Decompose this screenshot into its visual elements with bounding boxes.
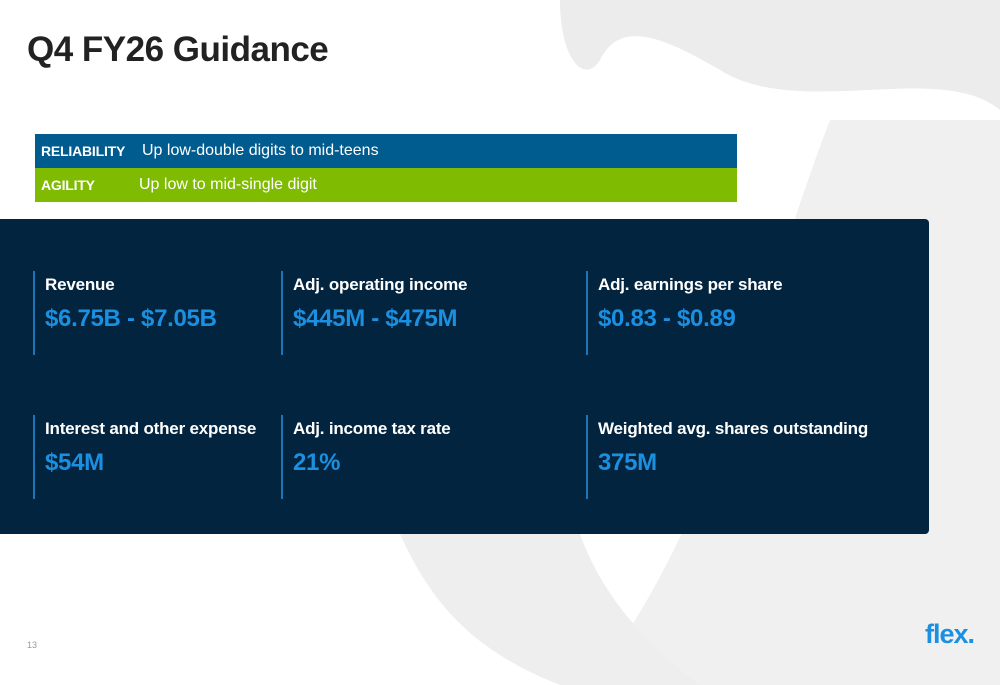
metric-label: Adj. earnings per share: [598, 275, 783, 294]
guidance-metrics-panel: Revenue $6.75B - $7.05B Adj. operating i…: [0, 219, 929, 534]
metric-value: $6.75B - $7.05B: [45, 305, 217, 332]
metric-value: 375M: [598, 449, 657, 476]
metric-label: Adj. operating income: [293, 275, 468, 294]
flex-logo: flex.: [925, 619, 975, 649]
metric-value: 21%: [293, 449, 341, 476]
page-number: 13: [27, 640, 38, 650]
segment-label: AGILITY: [41, 177, 95, 193]
metric-adj-operating-income: Adj. operating income $445M - $475M: [281, 271, 468, 355]
metric-adj-eps: Adj. earnings per share $0.83 - $0.89: [586, 271, 783, 355]
metric-value: $54M: [45, 449, 104, 476]
metric-revenue: Revenue $6.75B - $7.05B: [33, 271, 217, 355]
segment-guidance: Up low-double digits to mid-teens: [142, 142, 379, 159]
metric-label: Revenue: [45, 275, 115, 294]
segment-guidance: Up low to mid-single digit: [139, 176, 317, 193]
metric-value: $0.83 - $0.89: [598, 305, 736, 332]
slide-title: Q4 FY26 Guidance: [27, 30, 329, 69]
metric-adj-tax-rate: Adj. income tax rate 21%: [281, 415, 451, 499]
metric-interest-expense: Interest and other expense $54M: [33, 415, 256, 499]
metric-label: Interest and other expense: [45, 419, 257, 438]
segment-label: RELIABILITY: [41, 143, 126, 159]
metric-label: Adj. income tax rate: [293, 419, 451, 438]
metric-weighted-shares: Weighted avg. shares outstanding 375M: [586, 415, 868, 499]
metric-value: $445M - $475M: [293, 305, 458, 332]
segment-bar-agility: AGILITY Up low to mid-single digit: [35, 168, 737, 202]
metric-label: Weighted avg. shares outstanding: [598, 419, 869, 438]
segment-bar-reliability: RELIABILITY Up low-double digits to mid-…: [35, 134, 737, 168]
